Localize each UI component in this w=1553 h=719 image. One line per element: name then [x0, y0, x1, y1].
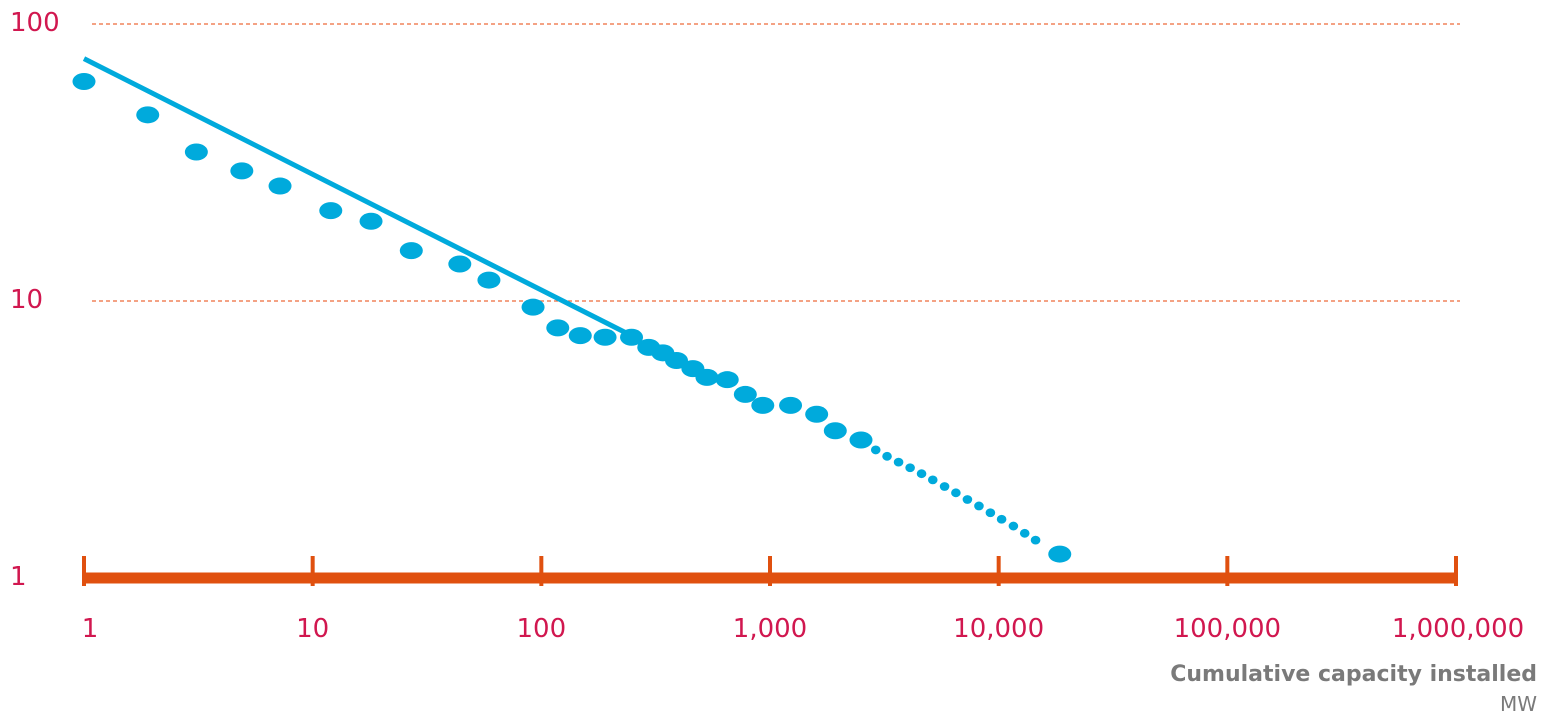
data-point-20	[715, 371, 739, 389]
projected-point-13	[1019, 528, 1030, 538]
x-tick-label: 10,000	[953, 614, 1045, 644]
x-tick-label: 100,000	[1173, 614, 1282, 644]
y-tick-label: 10	[10, 285, 44, 315]
projected-point-11	[996, 514, 1007, 524]
projected-point-15	[1048, 545, 1072, 563]
data-point-21	[733, 385, 757, 403]
projected-point-4	[916, 469, 927, 479]
data-point-26	[849, 431, 873, 449]
data-point-11	[546, 319, 570, 337]
data-point-0	[72, 73, 96, 91]
x-axis	[82, 556, 1458, 586]
data-point-10	[521, 298, 545, 316]
data-point-14	[620, 328, 644, 346]
data-point-19	[695, 368, 719, 386]
projected-point-14	[1030, 535, 1041, 545]
y-tick-label: 1	[10, 562, 27, 592]
projected-point-8	[962, 495, 973, 504]
projected-point-0	[870, 445, 881, 455]
x-tick-label: 1	[81, 614, 99, 644]
projected-point-12	[1008, 521, 1019, 531]
data-point-24	[805, 405, 829, 423]
projected-point-7	[951, 488, 961, 498]
data-point-13	[593, 328, 617, 346]
projected-point-1	[882, 451, 892, 461]
x-tick-label: 10	[296, 614, 330, 644]
data-point-2	[184, 143, 208, 161]
x-tick-label: 1,000	[732, 614, 808, 644]
data-points-layer	[72, 73, 1072, 563]
projected-point-5	[927, 475, 938, 485]
projected-point-9	[974, 501, 984, 511]
data-point-12	[568, 327, 592, 345]
data-point-25	[823, 422, 847, 440]
data-point-23	[779, 396, 803, 414]
data-point-1	[136, 106, 160, 124]
data-point-9	[477, 271, 501, 289]
x-tick-label: 100	[516, 614, 567, 644]
data-point-17	[664, 351, 688, 369]
projected-point-10	[985, 508, 996, 518]
data-point-4	[268, 177, 292, 195]
trendline	[82, 56, 630, 337]
data-point-7	[399, 242, 423, 260]
x-axis-title: Cumulative capacity installed	[1170, 662, 1537, 687]
x-axis-unit: MW	[1499, 692, 1537, 716]
trendline-layer	[82, 56, 630, 337]
data-point-5	[319, 202, 343, 220]
gridlines	[92, 23, 1460, 302]
data-point-8	[448, 255, 472, 273]
y-tick-label: 100	[10, 8, 60, 38]
data-point-6	[359, 212, 383, 230]
data-point-3	[230, 162, 254, 180]
projected-point-6	[939, 482, 950, 491]
projected-point-3	[905, 463, 915, 473]
data-point-22	[751, 396, 775, 414]
projected-point-2	[893, 457, 904, 467]
x-tick-label: 1,000,000	[1391, 614, 1525, 644]
